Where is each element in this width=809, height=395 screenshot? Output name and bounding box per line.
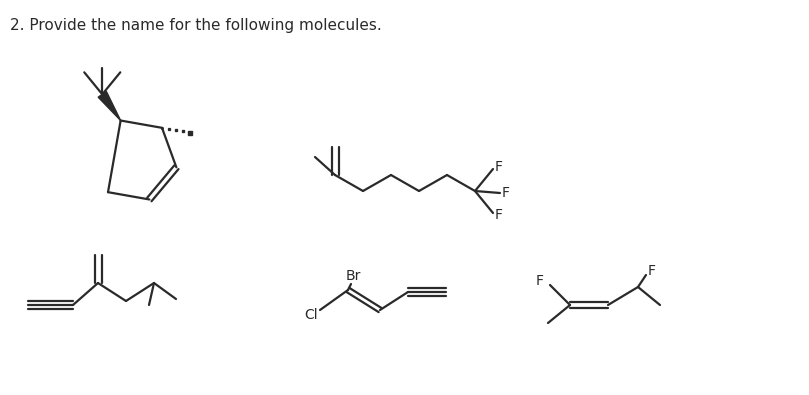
Text: 2. Provide the name for the following molecules.: 2. Provide the name for the following mo… — [10, 18, 382, 33]
Text: Br: Br — [345, 269, 361, 283]
Text: Cl: Cl — [304, 308, 318, 322]
Polygon shape — [98, 92, 121, 120]
Text: F: F — [648, 264, 656, 278]
Text: F: F — [536, 274, 544, 288]
Text: F: F — [502, 186, 510, 200]
Text: F: F — [495, 160, 503, 174]
Text: F: F — [495, 208, 503, 222]
